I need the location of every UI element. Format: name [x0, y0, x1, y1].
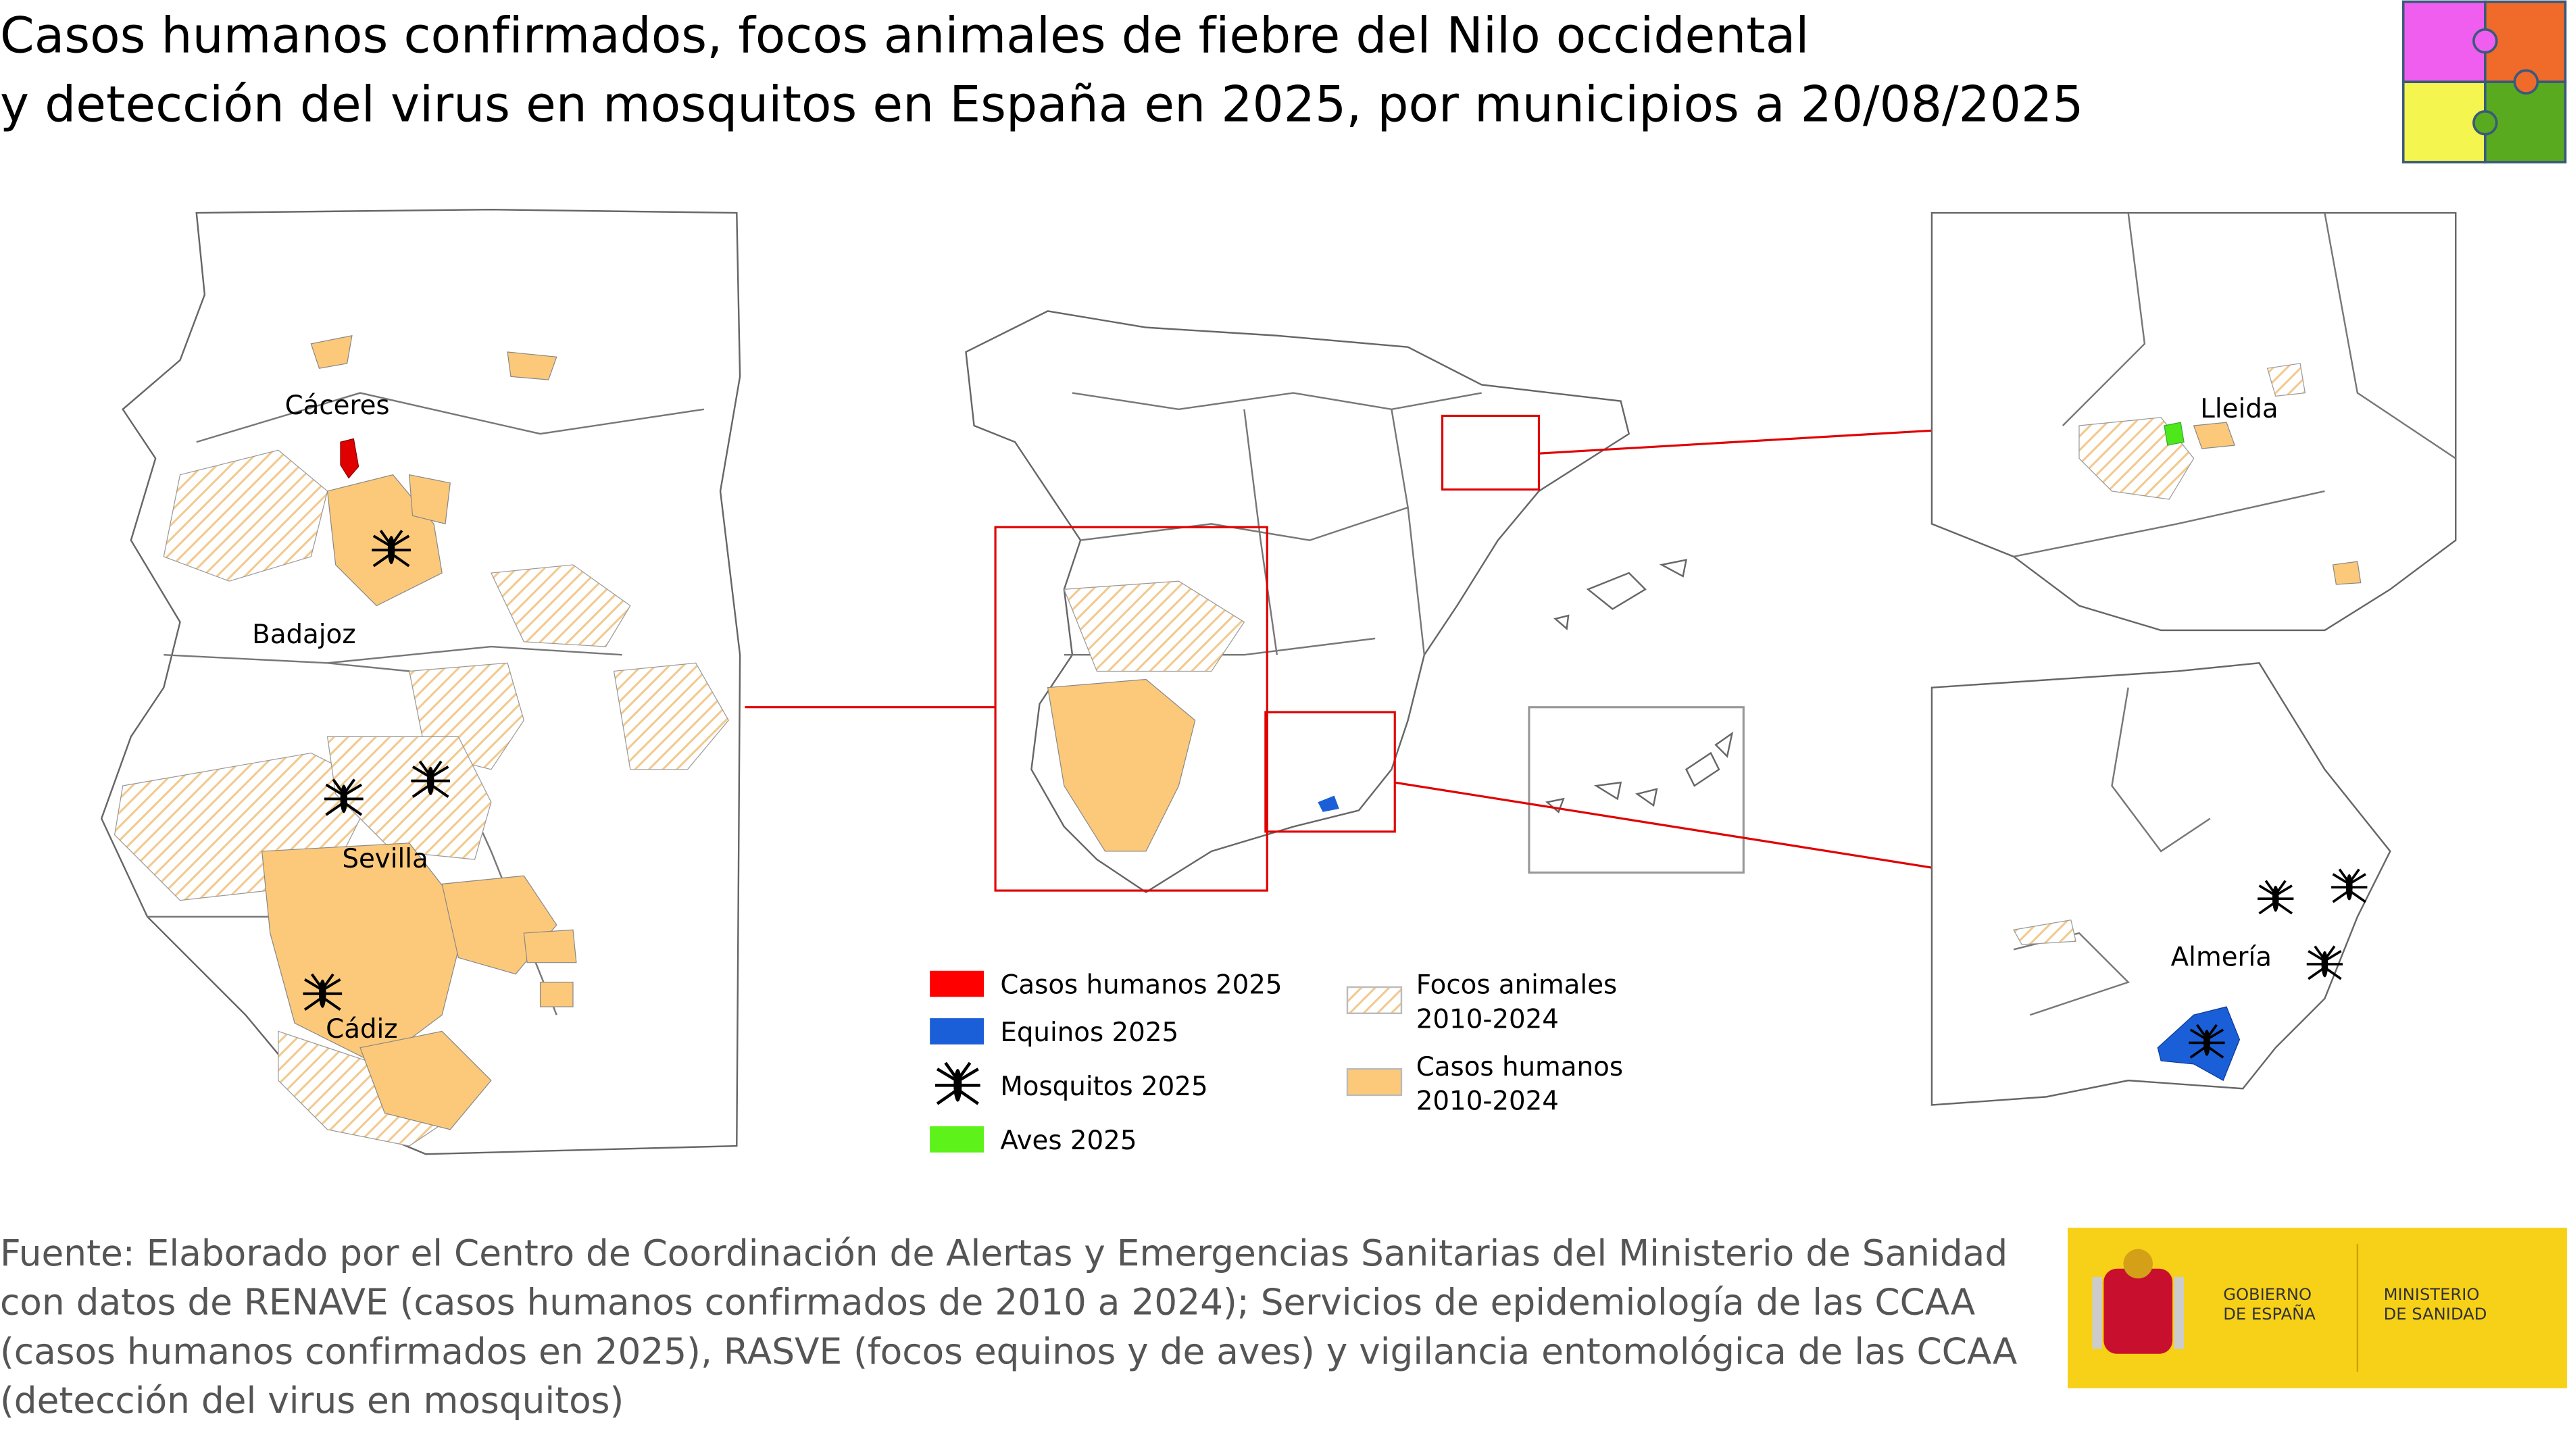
map-shape: [340, 438, 359, 479]
puzzle-icon: [2401, 0, 2567, 164]
logo-text: GOBIERNO: [2223, 1285, 2312, 1304]
map-shape: [1539, 429, 1933, 455]
zoom-box: [994, 526, 1268, 892]
map-shape: [2472, 110, 2498, 136]
legend-label: Equinos 2025: [1000, 1018, 1178, 1048]
map-shape: [1545, 731, 1734, 813]
map-shape: [359, 1030, 492, 1130]
mosquito-icon: [935, 1063, 980, 1104]
logo-text: DE ESPAÑA: [2223, 1303, 2316, 1324]
map-shape: [539, 982, 574, 1007]
legend-label: Casos humanos: [1416, 1052, 1623, 1082]
title: Casos humanos confirmados, focos animale…: [0, 8, 1809, 65]
map-shape: [2401, 0, 2487, 84]
map-shape: [1930, 211, 2457, 632]
map-shape: [2472, 28, 2498, 54]
map-shape: [613, 662, 729, 770]
map-shape: [2013, 920, 2076, 945]
map-shape: [2103, 1268, 2173, 1354]
map-shape: [490, 564, 631, 647]
map-shape: [2484, 0, 2567, 84]
legend: [930, 970, 1403, 1153]
legend-label: Mosquitos 2025: [1000, 1072, 1207, 1102]
map-shape: [1930, 662, 2391, 1106]
government-logo: [2068, 1228, 2567, 1388]
map-shape: [2092, 1276, 2102, 1349]
province-label: Badajoz: [252, 620, 356, 650]
lleida-map: [1930, 211, 2457, 632]
map-shape: [1047, 678, 1196, 852]
map-shape: [310, 334, 353, 369]
source-text: (casos humanos confirmados en 2025), RAS…: [0, 1330, 2018, 1372]
source-text: con datos de RENAVE (casos humanos confi…: [0, 1282, 1976, 1324]
map-shape: [2332, 561, 2362, 585]
logo-text: DE SANIDAD: [2384, 1305, 2487, 1324]
map-shape: [2513, 69, 2539, 95]
legend-label: Aves 2025: [1000, 1126, 1137, 1156]
map-shape: [1395, 781, 1933, 869]
map-shape: [1553, 559, 1688, 630]
map-shape: [1063, 580, 1245, 672]
map-shape: [1318, 795, 1339, 812]
zoom-box: [1264, 711, 1396, 833]
map-shape: [409, 474, 451, 525]
legend-label: Focos animales: [1416, 970, 1618, 1001]
map-shape: [2484, 80, 2567, 164]
map-shape: [147, 392, 704, 1015]
logo-text: MINISTERIO: [2384, 1285, 2480, 1304]
map-shape: [523, 929, 577, 963]
province-label: Sevilla: [342, 844, 428, 874]
map-shape: [2401, 80, 2487, 164]
province-label: Almería: [2171, 943, 2272, 973]
province-label: Lleida: [2200, 394, 2278, 424]
map-shape: [507, 351, 557, 380]
province-label: Cádiz: [326, 1014, 398, 1045]
source-text: (detección del virus en mosquitos): [0, 1380, 624, 1422]
province-label: Cáceres: [285, 391, 390, 421]
map-shape: [930, 1018, 985, 1045]
map-shape: [1528, 706, 1745, 874]
spain-map: [745, 310, 1933, 893]
map-shape: [2164, 422, 2185, 446]
map-shape: [930, 970, 985, 997]
legend-label: 2010-2024: [1416, 1086, 1559, 1117]
map-shape: [2266, 363, 2306, 397]
map-shape: [2174, 1276, 2185, 1349]
map-shape: [2193, 422, 2235, 449]
map-shape: [1346, 986, 1403, 1015]
title: y detección del virus en mosquitos en Es…: [0, 76, 2083, 133]
map-shape: [2013, 212, 2456, 558]
legend-label: Casos humanos 2025: [1000, 970, 1282, 1001]
map-shape: [930, 1126, 985, 1153]
left-map: [100, 208, 741, 1155]
map-shape: [1346, 1068, 1403, 1097]
map-shape: [1064, 392, 1482, 656]
map-shape: [2123, 1249, 2153, 1279]
map-shape: [163, 449, 328, 582]
map-shape: [2078, 417, 2195, 500]
map-shape: [326, 736, 492, 860]
legend-label: 2010-2024: [1416, 1005, 1559, 1035]
source-text: Fuente: Elaborado por el Centro de Coord…: [0, 1232, 2008, 1274]
almeria-map: [1930, 662, 2391, 1106]
